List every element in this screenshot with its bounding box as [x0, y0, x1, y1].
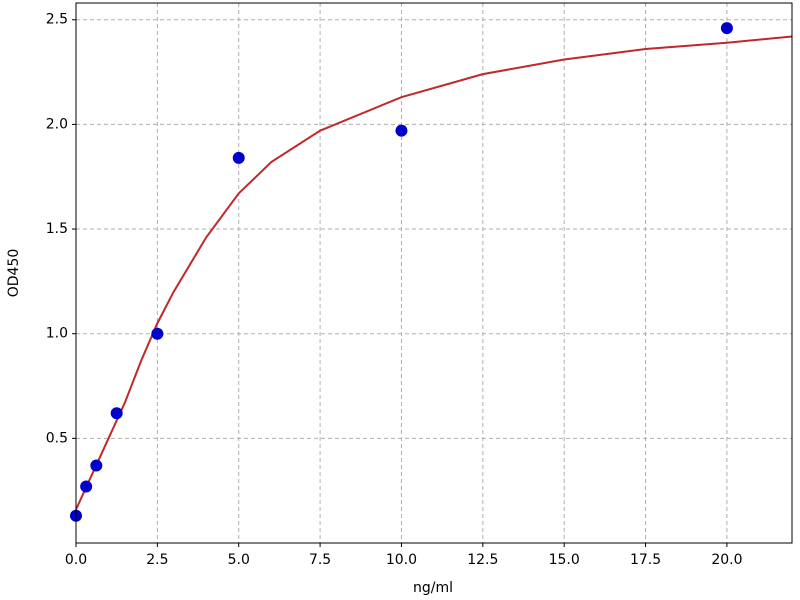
- data-point: [90, 459, 103, 472]
- x-tick-label: 7.5: [309, 552, 331, 568]
- x-tick-label: 2.5: [146, 552, 168, 568]
- y-tick-label: 1.5: [46, 221, 68, 237]
- y-axis-label: OD450: [6, 249, 22, 298]
- plot-frame: [75, 2, 793, 544]
- x-tick-label: 12.5: [467, 552, 498, 568]
- x-tick-label: 20.0: [711, 552, 742, 568]
- x-axis-label: ng/ml: [413, 580, 453, 596]
- x-tick-label: 10.0: [386, 552, 417, 568]
- data-point: [395, 124, 408, 137]
- x-tick-label: 15.0: [549, 552, 580, 568]
- x-tick-label: 0.0: [65, 552, 87, 568]
- y-tick-label: 1.0: [46, 326, 68, 342]
- x-tick-label: 5.0: [228, 552, 250, 568]
- y-tick-label: 2.0: [46, 116, 68, 132]
- data-point: [151, 327, 164, 340]
- data-point: [720, 22, 733, 35]
- y-tick-label: 0.5: [46, 430, 68, 446]
- data-point: [232, 151, 245, 164]
- data-point: [110, 407, 123, 420]
- y-tick-label: 2.5: [46, 12, 68, 28]
- data-point: [80, 480, 93, 493]
- x-tick-label: 17.5: [630, 552, 661, 568]
